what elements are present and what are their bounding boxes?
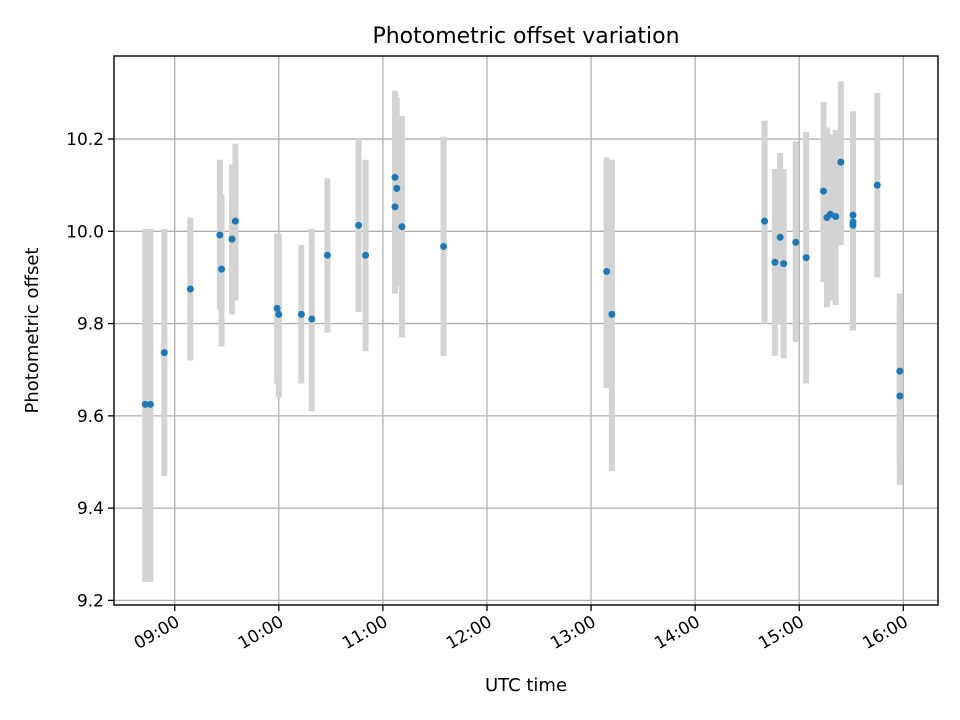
data-point xyxy=(873,181,881,189)
grid-lines xyxy=(114,56,938,605)
data-point xyxy=(440,243,448,251)
data-point xyxy=(608,310,616,318)
x-tick-label: 15:00 xyxy=(755,612,807,654)
x-axis-label: UTC time xyxy=(485,675,567,696)
y-axis-label: Photometric offset xyxy=(22,248,43,414)
data-point xyxy=(761,217,769,225)
x-tick-label: 10:00 xyxy=(235,612,287,654)
data-point xyxy=(398,223,406,231)
y-tick-label: 10.2 xyxy=(66,130,104,150)
data-point xyxy=(275,310,283,318)
data-point xyxy=(391,203,399,211)
x-tick-label: 13:00 xyxy=(547,612,599,654)
data-point xyxy=(273,304,281,312)
data-point xyxy=(849,211,857,219)
data-point xyxy=(849,218,857,226)
data-points xyxy=(141,158,904,408)
data-point xyxy=(603,267,611,275)
x-tick-label: 12:00 xyxy=(443,612,495,654)
y-tick-label: 9.8 xyxy=(77,315,104,335)
data-point xyxy=(776,233,784,241)
data-point xyxy=(896,367,904,375)
data-point xyxy=(323,251,331,259)
data-point xyxy=(837,158,845,166)
data-point xyxy=(160,349,168,357)
data-point xyxy=(792,238,800,246)
data-point xyxy=(141,400,149,408)
y-tick-label: 10.0 xyxy=(66,222,104,242)
data-point xyxy=(391,173,399,181)
data-point xyxy=(393,184,401,192)
data-point xyxy=(218,265,226,273)
data-point xyxy=(896,392,904,400)
data-point xyxy=(780,260,788,268)
data-point xyxy=(771,258,779,266)
data-point xyxy=(231,217,239,225)
x-tick-label: 09:00 xyxy=(131,612,183,654)
data-point xyxy=(802,254,810,262)
data-point xyxy=(832,213,840,221)
chart-title: Photometric offset variation xyxy=(372,24,679,49)
y-tick-label: 9.6 xyxy=(77,407,104,427)
data-point xyxy=(216,231,224,239)
x-tick-label: 14:00 xyxy=(651,612,703,654)
data-point xyxy=(146,400,154,408)
data-point xyxy=(297,310,305,318)
data-point xyxy=(820,187,828,195)
x-tick-label: 16:00 xyxy=(859,612,911,654)
y-tick-label: 9.4 xyxy=(77,499,104,519)
data-point xyxy=(186,285,194,293)
error-bars xyxy=(142,81,903,582)
data-point xyxy=(362,251,370,259)
plot-frame xyxy=(113,55,939,606)
data-point xyxy=(228,235,236,243)
data-point xyxy=(308,315,316,323)
y-tick-label: 9.2 xyxy=(77,591,104,611)
data-point xyxy=(355,221,363,229)
x-tick-label: 11:00 xyxy=(339,612,391,654)
